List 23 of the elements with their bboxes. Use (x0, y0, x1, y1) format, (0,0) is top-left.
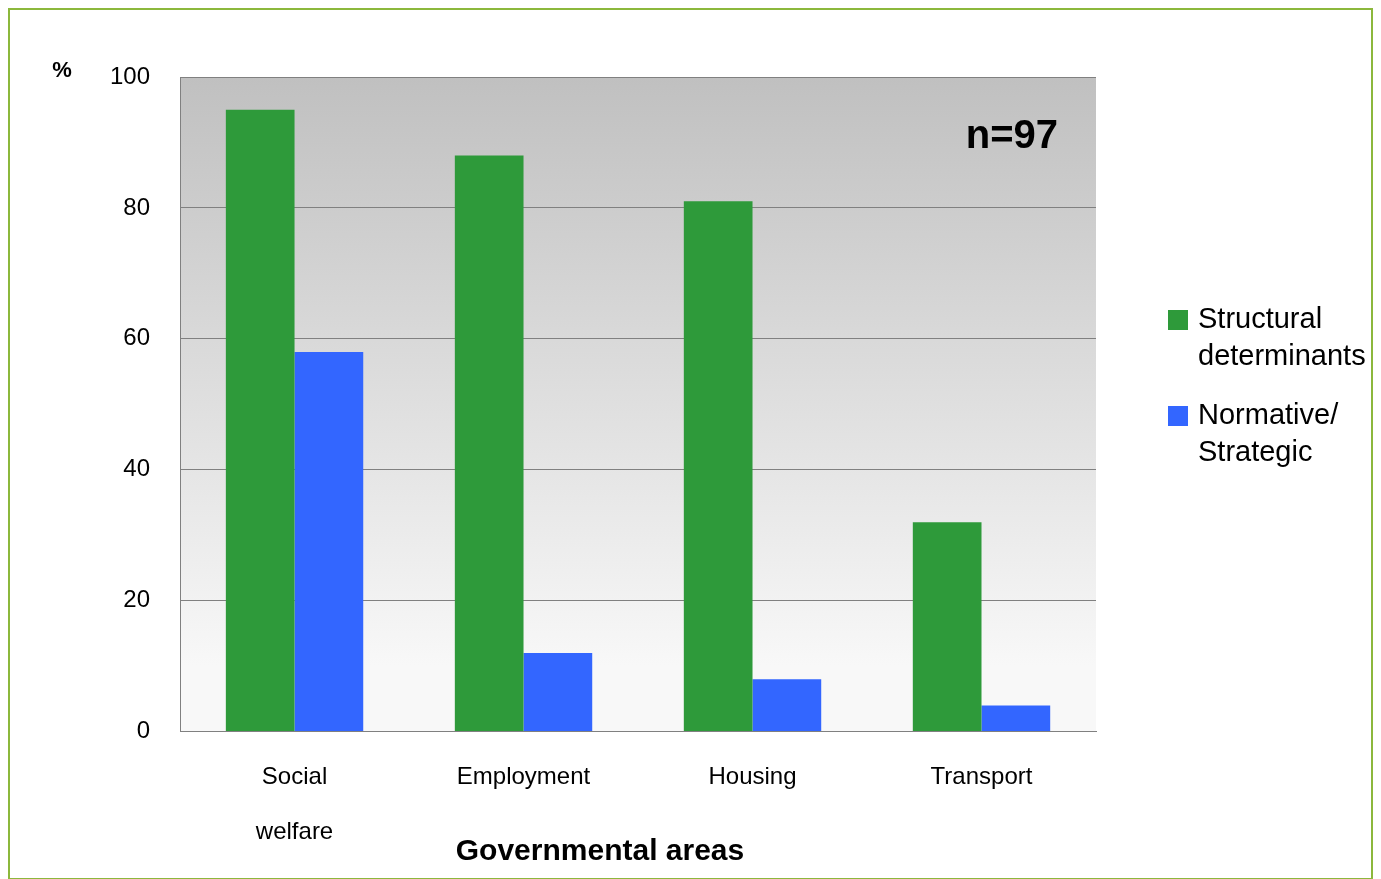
legend-label: Normative/ Strategic (1198, 397, 1340, 469)
y-tick-label: 60 (123, 323, 151, 351)
y-tick-label: 80 (123, 192, 151, 220)
bar (454, 155, 524, 732)
bar (912, 522, 982, 732)
bar (683, 201, 753, 732)
bar (294, 351, 364, 732)
y-tick-label: 20 (123, 585, 151, 613)
y-tick-label: 40 (123, 454, 151, 482)
x-tick-label: Employment (456, 761, 591, 789)
x-tick-label: Transport (930, 761, 1033, 789)
bar (981, 705, 1051, 732)
bar (225, 109, 295, 732)
y-tick-label: 100 (110, 61, 151, 89)
legend-label: Structural determinants (1198, 301, 1367, 373)
bar (752, 679, 822, 732)
y-tick-label: 0 (136, 716, 151, 744)
annotation: n=97 (965, 112, 1058, 157)
bar (523, 653, 593, 732)
x-tick-label: Housing (708, 761, 797, 789)
y-axis-title: % (52, 57, 72, 83)
x-axis-title: Governmental areas (455, 833, 745, 867)
x-tick-label: Social welfare (254, 761, 334, 845)
